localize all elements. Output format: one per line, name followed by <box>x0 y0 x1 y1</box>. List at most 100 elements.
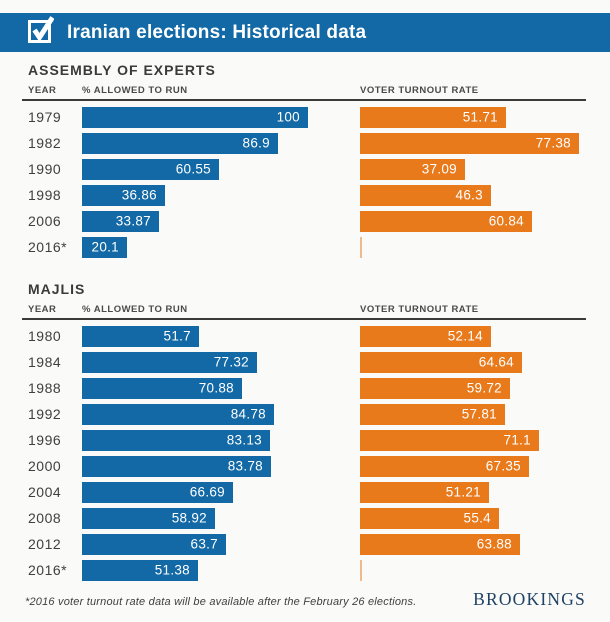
allowed-to-run-bar-track: 20.1 <box>82 236 308 258</box>
allowed-to-run-bar-track: 86.9 <box>82 132 308 154</box>
header-rule <box>22 318 586 320</box>
allowed-to-run-bar-track: 51.38 <box>82 559 308 581</box>
allowed-to-run-bar: 70.88 <box>82 377 242 399</box>
voter-turnout-bar-track: 63.88 <box>360 533 586 555</box>
bar-value-label: 71.1 <box>503 432 531 448</box>
year-label: 1979 <box>28 109 62 125</box>
voter-turnout-bar: 51.71 <box>360 106 506 128</box>
year-label: 1992 <box>28 406 62 422</box>
column-gap <box>308 492 360 493</box>
column-gap <box>308 247 360 248</box>
voter-turnout-bar: 63.88 <box>360 533 520 555</box>
voter-turnout-bar: 67.35 <box>360 455 529 477</box>
column-gap <box>308 544 360 545</box>
allowed-to-run-bar-track: 84.78 <box>82 403 308 425</box>
column-gap <box>308 169 360 170</box>
chart-row: 2016* 20.1 <box>0 234 610 260</box>
year-label: 1988 <box>28 380 62 396</box>
section-title: ASSEMBLY OF EXPERTS <box>28 62 216 78</box>
chart-row: 1979 100 51.71 <box>0 104 610 130</box>
column-header-year: YEAR <box>28 85 57 96</box>
column-gap <box>308 362 360 363</box>
voter-turnout-bar: 60.84 <box>360 210 532 232</box>
year-label: 2012 <box>28 536 62 552</box>
bar-value-label: 84.78 <box>230 406 266 422</box>
voter-turnout-bar: 51.21 <box>360 481 489 503</box>
voter-turnout-bar-track: 46.3 <box>360 184 586 206</box>
bar-value-label: 60.55 <box>175 161 211 177</box>
column-header-year: YEAR <box>28 304 57 315</box>
chart-row: 1982 86.9 77.38 <box>0 130 610 156</box>
bar-value-label: 77.32 <box>213 354 249 370</box>
chart-row: 2008 58.92 55.4 <box>0 505 610 531</box>
page-title: Iranian elections: Historical data <box>67 21 367 43</box>
voter-turnout-bar: 57.81 <box>360 403 505 425</box>
allowed-to-run-bar: 33.87 <box>82 210 159 232</box>
bar-value-label: 37.09 <box>421 161 457 177</box>
allowed-to-run-bar-track: 63.7 <box>82 533 308 555</box>
column-gap <box>308 570 360 571</box>
voter-turnout-bar: 77.38 <box>360 132 579 154</box>
column-gap <box>308 143 360 144</box>
column-headers: YEAR % ALLOWED TO RUN VOTER TURNOUT RATE <box>0 85 610 96</box>
bar-value-label: 52.14 <box>447 328 483 344</box>
column-gap <box>308 518 360 519</box>
bar-value-label: 63.7 <box>190 536 218 552</box>
chart-row: 1988 70.88 59.72 <box>0 375 610 401</box>
column-gap <box>308 195 360 196</box>
column-headers: YEAR % ALLOWED TO RUN VOTER TURNOUT RATE <box>0 304 610 315</box>
bar-value-label: 59.72 <box>466 380 502 396</box>
voter-turnout-bar-track: 37.09 <box>360 158 586 180</box>
allowed-to-run-bar: 84.78 <box>82 403 274 425</box>
voter-turnout-bar: 59.72 <box>360 377 510 399</box>
section-majlis: MAJLIS YEAR % ALLOWED TO RUN VOTER TURNO… <box>0 281 610 583</box>
no-data-stub <box>360 559 362 581</box>
voter-turnout-bar: 71.1 <box>360 429 539 451</box>
section-assembly-of-experts: ASSEMBLY OF EXPERTS YEAR % ALLOWED TO RU… <box>0 62 610 260</box>
column-gap <box>308 117 360 118</box>
bar-value-label: 83.78 <box>227 458 263 474</box>
bar-value-label: 55.4 <box>463 510 491 526</box>
year-label: 1998 <box>28 187 62 203</box>
voter-turnout-bar-track: 77.38 <box>360 132 586 154</box>
allowed-to-run-bar: 86.9 <box>82 132 278 154</box>
allowed-to-run-bar: 20.1 <box>82 236 127 258</box>
allowed-to-run-bar-track: 51.7 <box>82 325 308 347</box>
year-label: 2006 <box>28 213 62 229</box>
allowed-to-run-bar: 63.7 <box>82 533 226 555</box>
bar-value-label: 58.92 <box>171 510 207 526</box>
column-gap <box>308 221 360 222</box>
allowed-to-run-bar: 58.92 <box>82 507 215 529</box>
bar-value-label: 36.86 <box>121 187 157 203</box>
allowed-to-run-bar-track: 58.92 <box>82 507 308 529</box>
chart-row: 1990 60.55 37.09 <box>0 156 610 182</box>
bar-value-label: 51.38 <box>154 562 190 578</box>
allowed-to-run-bar-track: 83.78 <box>82 455 308 477</box>
voter-turnout-bar-track: 52.14 <box>360 325 586 347</box>
year-label: 2000 <box>28 458 62 474</box>
voter-turnout-bar: 55.4 <box>360 507 499 529</box>
column-gap <box>308 336 360 337</box>
voter-turnout-bar: 37.09 <box>360 158 465 180</box>
section-title: MAJLIS <box>28 281 86 297</box>
year-label: 2016* <box>28 562 68 578</box>
year-label: 1984 <box>28 354 62 370</box>
footer: *2016 voter turnout rate data will be av… <box>0 587 610 609</box>
chart-row: 1980 51.7 52.14 <box>0 323 610 349</box>
year-label: 2016* <box>28 239 68 255</box>
year-label: 2008 <box>28 510 62 526</box>
allowed-to-run-bar-track: 77.32 <box>82 351 308 373</box>
voter-turnout-bar-track: 55.4 <box>360 507 586 529</box>
allowed-to-run-bar: 51.7 <box>82 325 199 347</box>
brookings-logo: BROOKINGS <box>473 589 586 609</box>
bar-value-label: 51.21 <box>445 484 481 500</box>
chart-row: 2012 63.7 63.88 <box>0 531 610 557</box>
bar-value-label: 66.69 <box>189 484 225 500</box>
bar-value-label: 77.38 <box>535 135 571 151</box>
header-rule <box>22 99 586 101</box>
title-bar: Iranian elections: Historical data <box>0 13 610 52</box>
column-header-voter-turnout: VOTER TURNOUT RATE <box>360 304 479 315</box>
year-label: 1982 <box>28 135 62 151</box>
column-gap <box>308 414 360 415</box>
allowed-to-run-bar-track: 70.88 <box>82 377 308 399</box>
